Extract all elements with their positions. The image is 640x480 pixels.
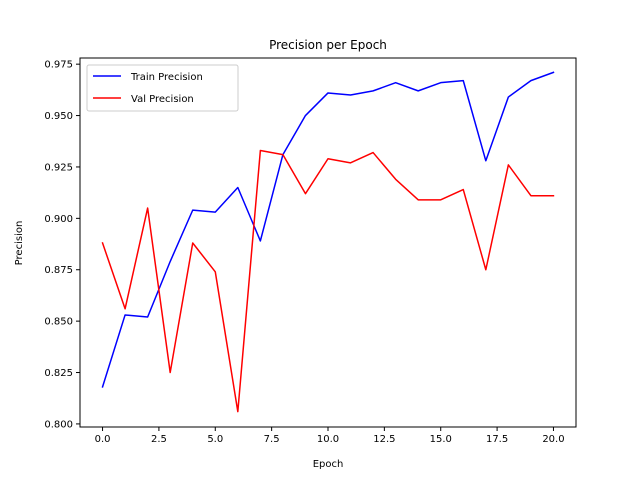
y-tick-label: 0.850 xyxy=(44,317,73,328)
y-tick-label: 0.825 xyxy=(44,368,73,379)
y-tick-label: 0.900 xyxy=(44,214,73,225)
x-axis-title: Epoch xyxy=(313,459,344,470)
x-tick-label: 12.5 xyxy=(373,434,395,445)
series-layer xyxy=(101,71,555,413)
x-tick-label: 10.0 xyxy=(317,434,339,445)
x-tick-label: 2.5 xyxy=(151,434,167,445)
chart-title: Precision per Epoch xyxy=(269,38,387,52)
legend-box xyxy=(86,64,239,112)
series-line-train-precision xyxy=(101,71,555,388)
x-tick-label: 5.0 xyxy=(207,434,223,445)
y-axis-title: Precision xyxy=(14,221,25,266)
y-tick-label: 0.875 xyxy=(44,265,73,276)
legend-label-train-precision: Train Precision xyxy=(130,72,203,83)
x-tick-label: 15.0 xyxy=(430,434,452,445)
y-tick-label: 0.975 xyxy=(44,60,73,71)
x-tick-label: 7.5 xyxy=(264,434,280,445)
y-tick-label: 0.925 xyxy=(44,162,73,173)
y-tick-label: 0.800 xyxy=(44,419,73,430)
x-tick-label: 0.0 xyxy=(95,434,111,445)
x-tick-label: 20.0 xyxy=(542,434,564,445)
ticks-layer: 0.0 2.5 5.0 7.5 10.0 12.5 15.0 17.5 20.0 0.800 0.8… xyxy=(44,60,564,445)
legend-label-val-precision: Val Precision xyxy=(131,94,194,105)
legend: Train Precision Val Precision xyxy=(86,64,239,112)
series-line-val-precision xyxy=(101,149,555,413)
x-tick-label: 17.5 xyxy=(486,434,508,445)
y-tick-label: 0.950 xyxy=(44,111,73,122)
